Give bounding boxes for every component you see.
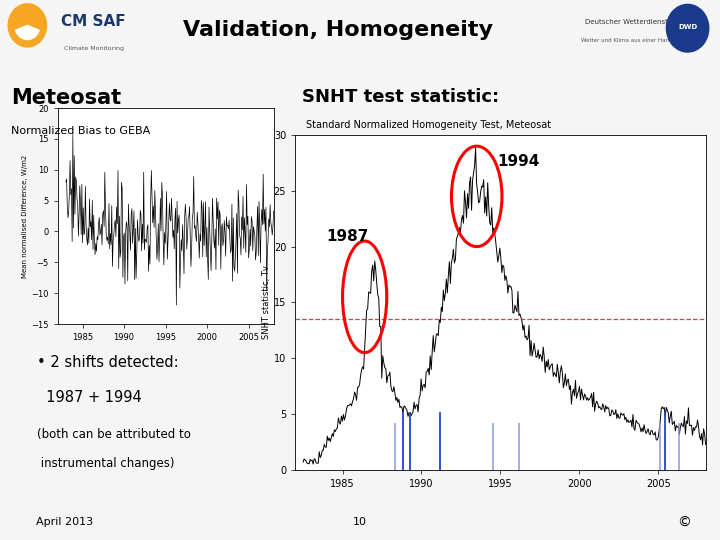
- Text: DWD: DWD: [678, 24, 697, 30]
- Text: Wetter und Klima aus einer Hand: Wetter und Klima aus einer Hand: [580, 38, 672, 43]
- Text: 10: 10: [353, 517, 367, 528]
- Text: Deutscher Wetterdienst: Deutscher Wetterdienst: [585, 19, 668, 25]
- Text: Meteosat: Meteosat: [11, 88, 121, 108]
- Circle shape: [8, 4, 47, 47]
- Text: instrumental changes): instrumental changes): [37, 457, 174, 470]
- Y-axis label: Mean normalised Difference, W/m2: Mean normalised Difference, W/m2: [22, 154, 28, 278]
- Text: Climate Monitoring: Climate Monitoring: [63, 46, 124, 51]
- Text: 1987 + 1994: 1987 + 1994: [37, 390, 141, 405]
- Text: SNHT test statistic:: SNHT test statistic:: [302, 88, 500, 106]
- Text: 1987: 1987: [327, 229, 369, 244]
- Wedge shape: [16, 25, 39, 39]
- Text: CM SAF: CM SAF: [61, 14, 126, 29]
- Text: 1994: 1994: [498, 154, 539, 169]
- Y-axis label: SNHT statistic, Tv: SNHT statistic, Tv: [262, 266, 271, 339]
- Text: Standard Normalized Homogeneity Test, Meteosat: Standard Normalized Homogeneity Test, Me…: [306, 120, 551, 131]
- Text: Validation, Homogeneity: Validation, Homogeneity: [184, 20, 493, 40]
- Text: ©: ©: [677, 516, 691, 529]
- Circle shape: [667, 4, 708, 52]
- Text: Normalized Bias to GEBA: Normalized Bias to GEBA: [11, 126, 150, 136]
- Text: • 2 shifts detected:: • 2 shifts detected:: [37, 355, 178, 370]
- Text: April 2013: April 2013: [36, 517, 93, 528]
- Text: (both can be attributed to: (both can be attributed to: [37, 428, 190, 441]
